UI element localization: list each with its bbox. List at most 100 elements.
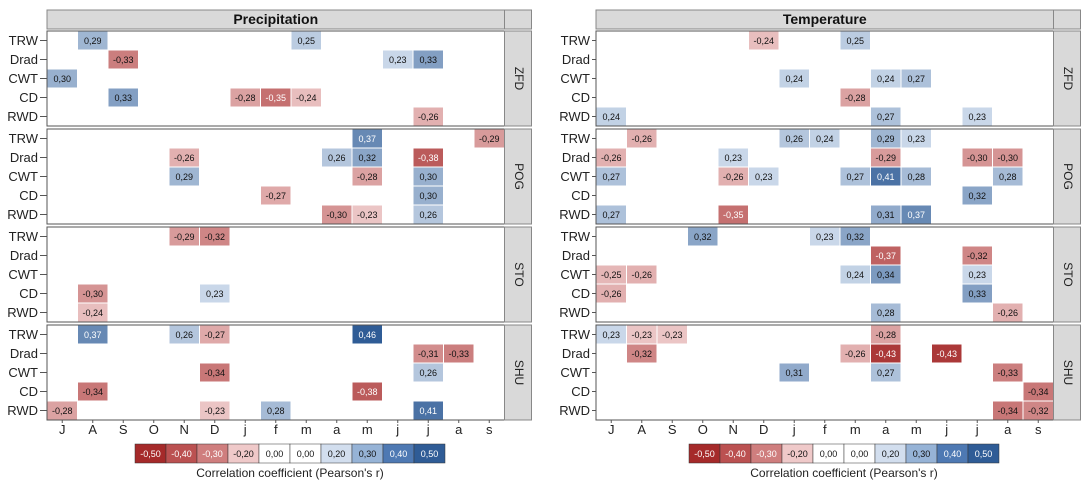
heatmap-cell (962, 186, 992, 205)
cell-value-label: 0,32 (694, 232, 712, 242)
cell-value-label: 0,41 (877, 172, 895, 182)
x-tick-label: f (823, 422, 827, 437)
heatmap-cell (230, 88, 260, 107)
row-label: RWD (7, 305, 38, 320)
cell-value-label: -0,26 (174, 153, 195, 163)
row-label: Drad (562, 346, 590, 361)
row-label: CD (571, 90, 590, 105)
cell-value-label: 0,24 (602, 112, 620, 122)
row-label: Drad (10, 150, 38, 165)
cell-value-label: -0,23 (631, 330, 652, 340)
cell-value-label: -0,29 (875, 153, 896, 163)
heatmap-cell (413, 205, 443, 224)
heatmap-cell (718, 148, 748, 167)
cell-value-label: 0,25 (297, 36, 315, 46)
colorbar-tick-label: 0,40 (944, 449, 962, 459)
cell-value-label: -0,26 (631, 270, 652, 280)
cell-value-label: -0,30 (997, 153, 1018, 163)
cell-value-label: 0,23 (389, 55, 407, 65)
heatmap-cell (779, 363, 809, 382)
row-label: Drad (10, 346, 38, 361)
cell-value-label: -0,27 (265, 191, 286, 201)
heatmap-cell (200, 363, 230, 382)
cell-value-label: -0,32 (967, 251, 988, 261)
x-tick-label: j (426, 422, 430, 437)
cell-value-label: -0,26 (723, 172, 744, 182)
cell-value-label: -0,23 (357, 210, 378, 220)
colorbar-tick-label: -0,40 (171, 449, 192, 459)
heatmap-cell (413, 363, 443, 382)
cell-value-label: 0,27 (877, 368, 895, 378)
cell-value-label: -0,25 (601, 270, 622, 280)
row-label: CD (19, 384, 38, 399)
heatmap-cell (78, 303, 108, 322)
x-tick-label: a (1004, 422, 1012, 437)
heatmap-cell (261, 186, 291, 205)
facet-strip (1053, 324, 1081, 421)
cell-value-label: -0,34 (82, 387, 103, 397)
cell-value-label: -0,26 (601, 153, 622, 163)
row-label: CD (571, 286, 590, 301)
cell-value-label: -0,35 (265, 93, 286, 103)
x-tick-label: s (486, 422, 493, 437)
cell-value-label: 0,27 (602, 172, 620, 182)
heatmap-cell (169, 227, 199, 246)
heatmap-cell (78, 382, 108, 401)
row-label: RWD (559, 207, 590, 222)
cell-value-label: 0,27 (602, 210, 620, 220)
heatmap-cell (200, 401, 230, 420)
colorbar-tick-label: -0,40 (725, 449, 746, 459)
cell-value-label: -0,30 (82, 289, 103, 299)
heatmap-cell (749, 167, 779, 186)
x-tick-label: N (180, 422, 189, 437)
cell-value-label: 0,32 (358, 153, 376, 163)
cell-value-label: -0,28 (52, 406, 73, 416)
heatmap-cell (352, 325, 382, 344)
x-tick-label: s (1035, 422, 1042, 437)
cell-value-label: 0,25 (846, 36, 864, 46)
heatmap-cell (413, 50, 443, 69)
colorbar-title: Correlation coefficient (Pearson's r) (196, 466, 383, 480)
cell-value-label: -0,23 (662, 330, 683, 340)
heatmap-cell (962, 265, 992, 284)
row-label: CWT (8, 267, 38, 282)
cell-value-label: 0,32 (968, 191, 986, 201)
cell-value-label: 0,28 (267, 406, 285, 416)
cell-value-label: 0,28 (999, 172, 1017, 182)
x-tick-label: O (149, 422, 159, 437)
facet-strip (504, 128, 532, 225)
heatmap-cell (169, 167, 199, 186)
colorbar-tick-label: 0,50 (421, 449, 439, 459)
heatmap-cell (169, 325, 199, 344)
cell-value-label: 0,31 (877, 210, 895, 220)
row-label: TRW (561, 229, 591, 244)
cell-value-label: 0,33 (419, 55, 437, 65)
colorbar-tick-label: -0,50 (694, 449, 715, 459)
cell-value-label: 0,29 (175, 172, 193, 182)
row-label: CWT (8, 365, 38, 380)
heatmap-cell (47, 401, 77, 420)
row-label: RWD (559, 403, 590, 418)
row-label: CWT (8, 169, 38, 184)
row-label: CD (19, 286, 38, 301)
heatmap-cell (962, 107, 992, 126)
cell-value-label: -0,33 (113, 55, 134, 65)
facet-strip (1053, 128, 1081, 225)
cell-value-label: -0,35 (723, 210, 744, 220)
x-tick-label: J (608, 422, 615, 437)
heatmap-cell (596, 265, 626, 284)
heatmap-cell (932, 344, 962, 363)
heatmap-cell (993, 363, 1023, 382)
cell-value-label: 0,41 (419, 406, 437, 416)
colorbar-legend: -0,50 -0,40 -0,30 -0,20 0,00 0,00 0,20 0,30 0,40… (134, 443, 446, 480)
cell-value-label: 0,26 (785, 134, 803, 144)
heatmap-cell (627, 325, 657, 344)
cell-value-label: 0,23 (968, 270, 986, 280)
x-tick-label: j (944, 422, 948, 437)
facet-strip (504, 226, 532, 323)
row-label: TRW (561, 131, 591, 146)
cell-value-label: -0,34 (1028, 387, 1049, 397)
cell-value-label: 0,26 (419, 368, 437, 378)
colorbar-tick-label: 0,00 (851, 449, 869, 459)
